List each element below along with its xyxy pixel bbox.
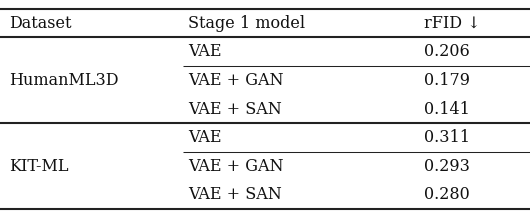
Text: KIT-ML: KIT-ML <box>10 158 69 175</box>
Text: VAE + GAN: VAE + GAN <box>188 158 284 175</box>
Text: Dataset: Dataset <box>10 15 72 32</box>
Text: 0.280: 0.280 <box>424 186 470 203</box>
Text: VAE + GAN: VAE + GAN <box>188 72 284 89</box>
Text: 0.141: 0.141 <box>424 100 470 118</box>
Text: 0.293: 0.293 <box>424 158 470 175</box>
Text: 0.206: 0.206 <box>424 43 470 60</box>
Text: 0.179: 0.179 <box>424 72 470 89</box>
Text: HumanML3D: HumanML3D <box>10 72 119 89</box>
Text: rFID ↓: rFID ↓ <box>424 15 481 32</box>
Text: VAE: VAE <box>188 43 222 60</box>
Text: VAE: VAE <box>188 129 222 146</box>
Text: 0.311: 0.311 <box>424 129 470 146</box>
Text: Stage 1 model: Stage 1 model <box>188 15 305 32</box>
Text: VAE + SAN: VAE + SAN <box>188 100 282 118</box>
Text: VAE + SAN: VAE + SAN <box>188 186 282 203</box>
